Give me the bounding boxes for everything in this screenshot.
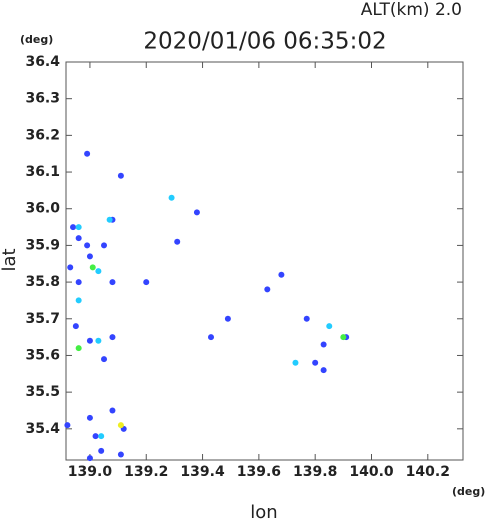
y-tick-label: 36.3 [25, 91, 60, 107]
echo-point [340, 334, 347, 341]
y-tick-label: 36.0 [25, 201, 60, 217]
echo-point [106, 216, 113, 223]
echo-point [109, 334, 116, 341]
echo-point [117, 451, 124, 458]
echo-point [326, 323, 333, 330]
chart-title: 2020/01/06 06:35:02 [143, 29, 386, 55]
y-axis-label: lat [0, 248, 20, 271]
plot-frame [65, 61, 464, 461]
echo-point [67, 264, 74, 271]
y-tick-label: 36.1 [25, 164, 60, 180]
echo-point [89, 264, 96, 271]
echo-point [95, 337, 102, 344]
echo-point [109, 407, 116, 414]
echo-point [278, 271, 285, 278]
echo-point [64, 422, 71, 429]
echo-point [174, 238, 181, 245]
echo-point [86, 253, 93, 260]
echo-point [101, 242, 108, 249]
y-tick-label: 35.6 [25, 347, 60, 363]
y-tick-label: 36.4 [25, 54, 60, 70]
echo-point [292, 359, 299, 366]
echo-point [193, 209, 200, 216]
y-unit: (deg) [20, 33, 53, 46]
echo-point [312, 359, 319, 366]
echo-point [143, 279, 150, 286]
echo-point [70, 224, 77, 231]
echo-point [98, 433, 105, 440]
echo-point [320, 367, 327, 374]
echo-point [86, 414, 93, 421]
echo-point [75, 224, 82, 231]
echo-point [75, 279, 82, 286]
echo-point [168, 194, 175, 201]
echo-point [92, 433, 99, 440]
y-tick-label: 35.8 [25, 274, 60, 290]
subtitle: ALT(km) 2.0 [361, 0, 462, 20]
y-tick-label: 36.2 [25, 127, 60, 143]
echo-point [95, 268, 102, 275]
x-unit: (deg) [452, 485, 485, 498]
x-tick-label: 140.2 [406, 464, 450, 480]
echo-point [72, 323, 79, 330]
echo-point [75, 297, 82, 304]
echo-point [264, 286, 271, 293]
echo-point [75, 345, 82, 352]
echo-point [75, 235, 82, 242]
echo-point [109, 279, 116, 286]
echo-point [117, 422, 124, 429]
echo-point [117, 172, 124, 179]
x-tick-label: 139.4 [180, 464, 225, 480]
echo-point [224, 315, 231, 322]
y-tick-label: 35.9 [25, 237, 60, 253]
y-tick-label: 35.7 [25, 311, 60, 327]
echo-point [101, 356, 108, 363]
echo-point [84, 150, 91, 157]
x-tick-label: 140.0 [349, 464, 394, 480]
echo-point [208, 334, 215, 341]
echo-point [303, 315, 310, 322]
x-tick-label: 139.6 [237, 464, 281, 480]
echo-point [98, 447, 105, 454]
y-tick-label: 35.4 [25, 421, 60, 437]
x-tick-label: 139.2 [124, 464, 168, 480]
echo-point [86, 455, 93, 462]
echo-point [320, 341, 327, 348]
y-tick-label: 35.5 [25, 384, 60, 400]
x-axis-label: lon [250, 502, 277, 521]
echo-point [84, 242, 91, 249]
echo-point [86, 337, 93, 344]
x-tick-label: 139.0 [68, 464, 113, 480]
x-tick-label: 139.8 [293, 464, 337, 480]
